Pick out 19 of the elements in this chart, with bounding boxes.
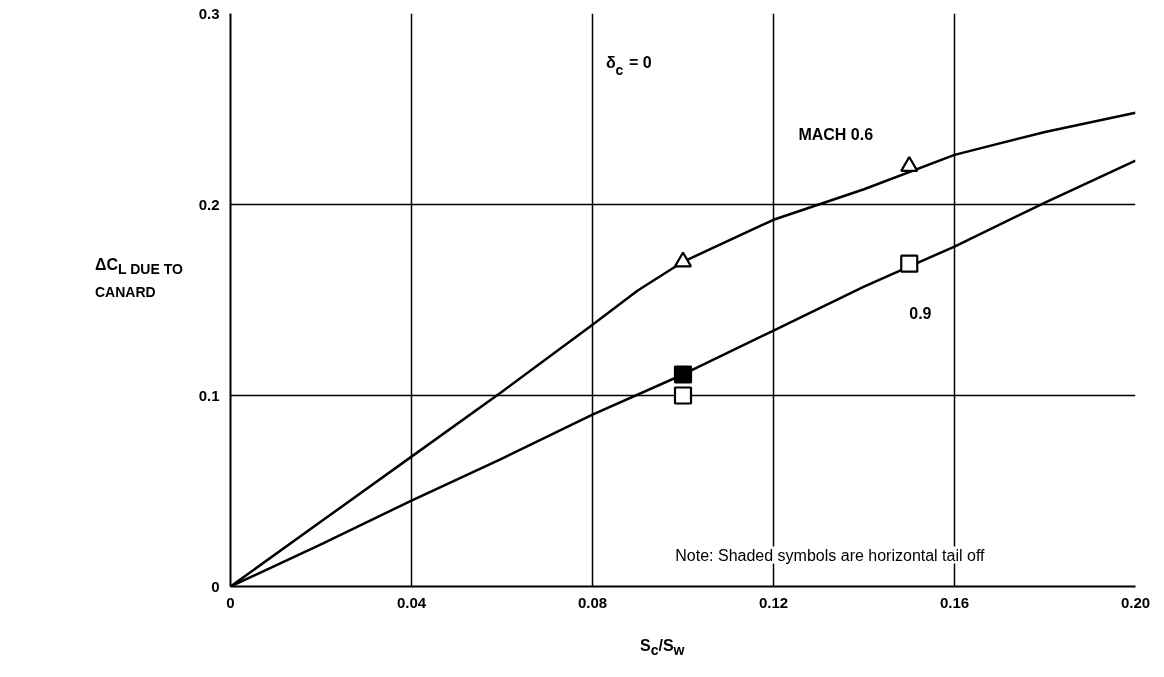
x-axis-title: S$_{c}$/S$_{w}$ xyxy=(640,636,685,661)
point xyxy=(673,365,693,384)
point xyxy=(900,155,919,173)
y-tick-label: 0.3 xyxy=(198,4,220,22)
y-tick-label: 0.2 xyxy=(198,195,220,213)
x-tick-label: 0 xyxy=(226,593,235,611)
x-tick-label: 0.04 xyxy=(396,593,427,611)
text: MACH 0.6 xyxy=(798,126,874,144)
x-tick-label: 0.16 xyxy=(939,593,970,611)
x-tick-label: 0.20 xyxy=(1120,593,1151,611)
y-tick-label: 0.1 xyxy=(198,386,220,404)
point xyxy=(673,251,693,268)
point xyxy=(673,386,693,405)
x-tick-label: 0.12 xyxy=(758,593,789,611)
text: 0.9 xyxy=(909,305,932,323)
y-tick-label: 0 xyxy=(211,577,220,595)
point xyxy=(900,254,919,273)
x-tick-label: 0.08 xyxy=(577,593,608,611)
annotation: Note: Shaded symbols are horizontal tail off xyxy=(675,546,986,564)
